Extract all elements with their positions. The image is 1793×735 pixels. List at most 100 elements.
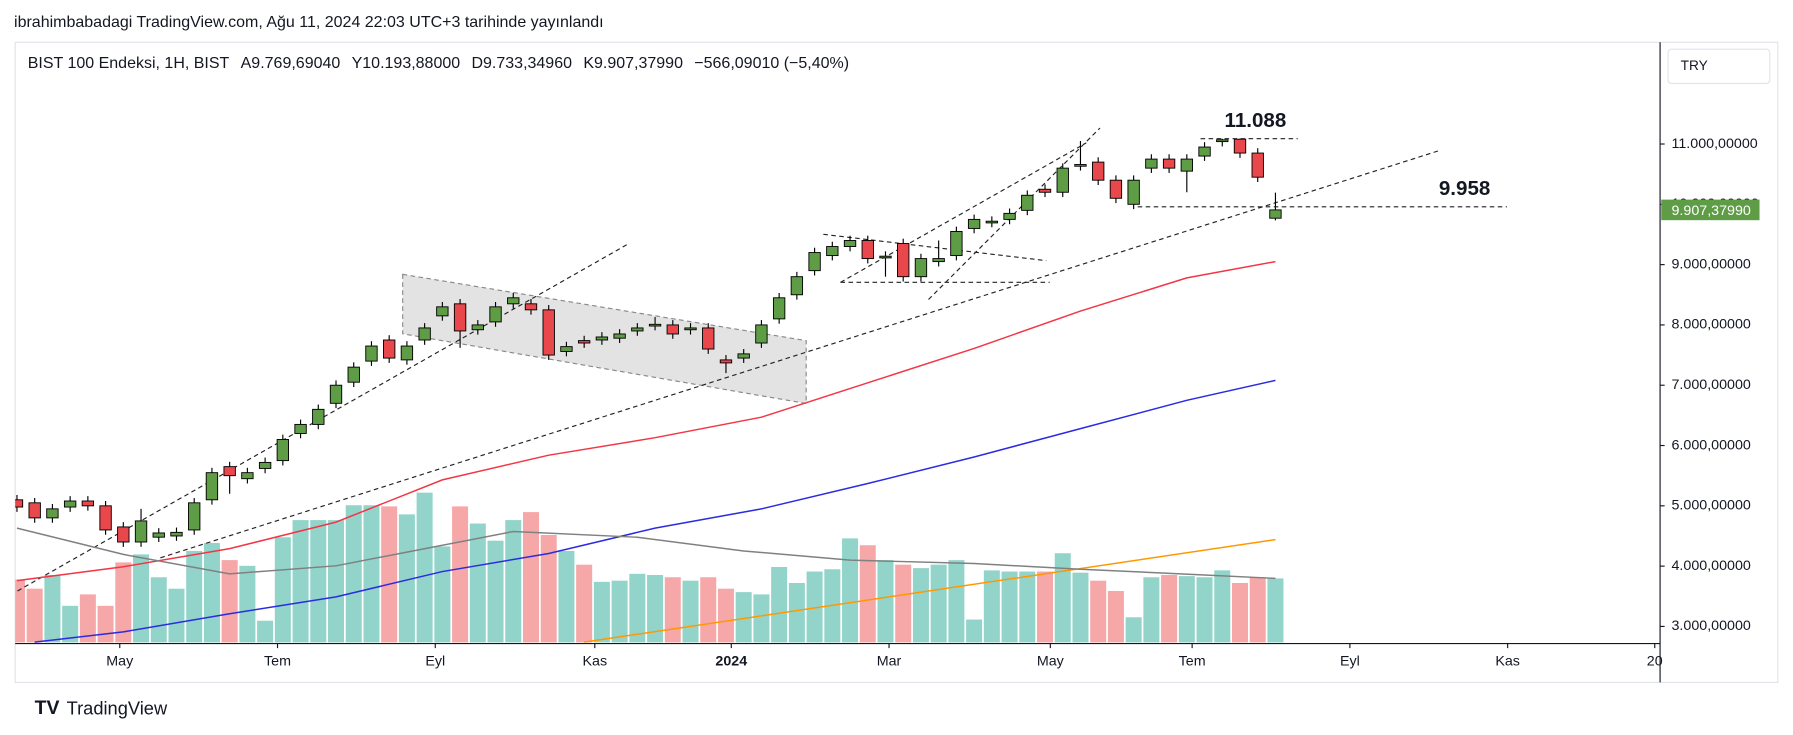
- moving-average: [16, 260, 1276, 582]
- volume-bar: [788, 582, 805, 643]
- candle-body: [648, 323, 662, 327]
- candle-body: [28, 502, 41, 519]
- candle-body: [631, 327, 644, 332]
- volume-bar: [150, 577, 167, 643]
- candle-body: [932, 258, 945, 263]
- candle-body: [666, 324, 679, 335]
- volume-bar: [717, 588, 734, 643]
- volume-bar: [1019, 571, 1036, 643]
- candle-body: [772, 297, 786, 320]
- candle-body: [843, 240, 857, 247]
- candle-body: [99, 505, 112, 531]
- level-label: 11.088: [1225, 109, 1287, 132]
- moving-average: [34, 379, 1276, 643]
- candle-body: [383, 339, 396, 359]
- ohlc-key: A: [241, 55, 252, 72]
- candle-body: [329, 384, 343, 404]
- volume-bar: [753, 594, 770, 643]
- candle-body: [117, 526, 130, 543]
- candle-body: [453, 303, 467, 332]
- candle-body: [1127, 179, 1140, 205]
- y-tick-label: 6.000,00000: [1672, 437, 1751, 453]
- x-tick-label: Eyl: [425, 654, 445, 670]
- volume-bar: [1090, 580, 1107, 643]
- candle-body: [205, 472, 219, 501]
- volume-bar: [540, 534, 557, 643]
- volume-bar: [1196, 577, 1213, 643]
- volume-bar: [806, 571, 823, 643]
- volume-bar: [505, 520, 522, 643]
- candle-body: [312, 408, 325, 425]
- moving-average: [16, 527, 1276, 580]
- ohlc-value: 9.733,34960: [483, 55, 572, 72]
- volume-bar: [168, 588, 185, 643]
- volume-bar: [292, 520, 309, 643]
- volume-bar: [186, 550, 203, 643]
- volume-bar: [487, 540, 504, 643]
- y-tick-label: 9.000,00000: [1672, 256, 1751, 272]
- volume-bar: [966, 619, 983, 643]
- candle-body: [347, 366, 360, 383]
- candle-body: [46, 508, 59, 519]
- candle-body: [755, 324, 768, 344]
- y-tick-label: 4.000,00000: [1672, 558, 1751, 574]
- last-price-label: 9.907,37990: [1672, 203, 1751, 219]
- volume-bar: [1072, 572, 1089, 643]
- currency-box[interactable]: [1667, 48, 1771, 85]
- volume-bar: [416, 492, 433, 643]
- volume-bar: [576, 564, 593, 643]
- candle-body: [1003, 212, 1016, 220]
- candle-body: [879, 255, 892, 259]
- volume-bar: [842, 538, 859, 643]
- candle-body: [258, 461, 272, 469]
- volume-bar: [44, 574, 61, 643]
- volume-bar: [203, 542, 220, 643]
- x-tick-label: Kas: [583, 654, 608, 670]
- volume-bar: [593, 581, 610, 643]
- volume-bar: [895, 564, 912, 643]
- volume-bar: [877, 560, 894, 643]
- volume-bar: [97, 605, 114, 643]
- volume-bar: [363, 505, 380, 643]
- volume-bar: [1231, 582, 1248, 643]
- candle-body: [1038, 188, 1052, 193]
- volume-bar: [310, 520, 327, 643]
- candle-body: [737, 353, 750, 359]
- symbol: BIST 100 Endeksi, 1H, BIST: [28, 55, 230, 72]
- candle-body: [1180, 158, 1193, 172]
- ohlc-value: 9.907,37990: [594, 55, 683, 72]
- candle-body: [1092, 161, 1105, 181]
- candle-body: [507, 297, 520, 305]
- x-tick-label: 2024: [715, 654, 747, 670]
- ohlc-key: K: [583, 55, 594, 72]
- candle-body: [418, 327, 431, 341]
- x-tick-label: May: [1037, 654, 1065, 670]
- volume-bar: [700, 577, 717, 643]
- volume-bar: [1178, 576, 1195, 643]
- volume-bar: [912, 568, 929, 643]
- volume-bar: [1143, 577, 1160, 643]
- candle-body: [985, 220, 999, 224]
- candle-body: [400, 345, 414, 361]
- volume-bar: [1249, 577, 1266, 643]
- candle-body: [152, 532, 165, 538]
- volume-bar: [611, 580, 628, 643]
- change: −566,09010 (−5,40%): [694, 55, 849, 72]
- x-tick-label: Mar: [877, 654, 902, 670]
- volume-bar: [522, 512, 539, 643]
- candle-body: [577, 340, 591, 344]
- candle-body: [560, 346, 573, 352]
- volume-bar: [859, 545, 876, 643]
- volume-bar: [735, 592, 752, 643]
- candle-body: [808, 252, 821, 272]
- volume-bar: [930, 564, 947, 643]
- candle-body: [223, 466, 236, 477]
- volume-bar: [1267, 578, 1284, 643]
- candle-body: [967, 218, 981, 229]
- currency[interactable]: TRY: [1681, 58, 1708, 73]
- candle-body: [241, 472, 254, 480]
- candle-body: [790, 276, 804, 296]
- candle-body: [542, 309, 555, 356]
- volume-bar: [558, 550, 575, 643]
